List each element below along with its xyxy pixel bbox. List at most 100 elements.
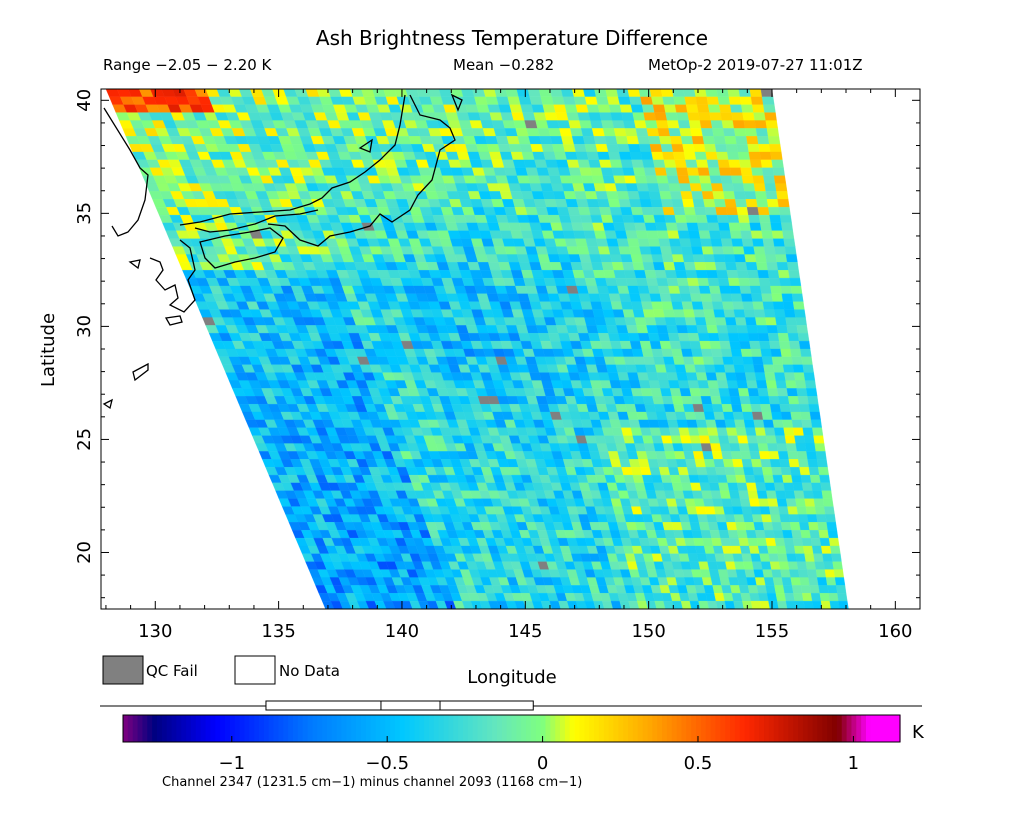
swath-cell (733, 309, 746, 318)
swath-cell (608, 333, 621, 342)
swath-cell (708, 482, 721, 491)
swath-cell (744, 372, 757, 381)
colorbar-segment (137, 715, 144, 742)
swath-cell (659, 340, 672, 350)
swath-cell (461, 88, 475, 98)
swath-cell (648, 380, 661, 389)
swath-cell (709, 530, 721, 539)
swath-cell (619, 293, 632, 302)
colorbar-segment (278, 715, 284, 742)
swath-cell (554, 151, 568, 161)
swath-cell (674, 451, 686, 460)
x-axis-ticks: 130 135 140 145 150 155 160 (105, 89, 913, 642)
swath-cell (776, 325, 789, 334)
swath-cell (697, 222, 710, 231)
swath-cell (838, 600, 849, 610)
swath-cell (750, 348, 763, 358)
swath-cell (668, 285, 681, 294)
swath-cell (602, 175, 616, 184)
swath-cell (714, 144, 728, 153)
swath-cell (743, 467, 755, 476)
swath-cell (777, 270, 790, 279)
swath-cell (752, 301, 765, 310)
swath-cell (513, 120, 527, 129)
swath-cell (557, 120, 571, 129)
swath-cell (671, 144, 685, 153)
swath-cell (700, 183, 713, 192)
colorbar-segment (477, 715, 483, 742)
colorbar-segment (356, 715, 362, 742)
swath-cell (701, 128, 714, 137)
swath-cell (524, 120, 538, 129)
swath-cell (689, 435, 702, 444)
swath-cell (814, 443, 826, 452)
swath-cell (515, 128, 529, 137)
swath-cell (761, 167, 775, 176)
swath-cell (525, 207, 539, 216)
swath-cell (679, 128, 693, 137)
swath-cell (563, 191, 577, 200)
swath-cell (802, 364, 814, 373)
swath-cell (652, 309, 665, 318)
swath-cell (581, 175, 595, 184)
colorbar-segment (895, 715, 901, 742)
colorbar-segment (613, 715, 619, 742)
swath-cell (667, 230, 680, 239)
swath-cell (739, 396, 751, 405)
swath-cell (665, 222, 679, 231)
swath-cell (773, 238, 785, 247)
swath-cell (762, 301, 775, 310)
swath-cell (733, 600, 745, 610)
colorbar-segment (307, 715, 313, 742)
swath-cell (757, 333, 770, 342)
swath-cell (796, 561, 808, 570)
swath-cell (766, 199, 779, 208)
swath-cell (696, 159, 709, 168)
swath-cell (795, 443, 807, 452)
swath-cell (688, 285, 701, 294)
swath-cell (568, 167, 582, 176)
swath-cell (573, 230, 586, 239)
swath-cell (677, 467, 689, 476)
swath-cell (635, 277, 649, 287)
coastline-kyushu (149, 239, 196, 313)
swath-cell (527, 88, 541, 98)
swath-cell (701, 301, 714, 310)
colorbar-segment (788, 715, 794, 742)
swath-cell (720, 293, 733, 302)
swath-cell (795, 553, 806, 562)
swath-cell (673, 356, 685, 365)
swath-cell (686, 419, 698, 428)
swath-cell (641, 207, 654, 216)
colorbar-segment (200, 715, 207, 742)
swath-cell (544, 199, 558, 208)
swath-cell (543, 151, 557, 161)
swath-cell (719, 285, 732, 294)
swath-cell (688, 474, 700, 484)
colorbar-segment (205, 715, 212, 742)
swath-cell (816, 459, 828, 468)
swath-cell (685, 104, 699, 113)
swath-cell (681, 348, 694, 358)
swath-cell (760, 285, 772, 294)
swath-cell (637, 238, 651, 247)
swath-cell (575, 151, 589, 161)
swath-cell (705, 553, 717, 562)
swath-cell (695, 214, 708, 224)
swath-cell (745, 199, 758, 208)
swath-cell (672, 443, 684, 452)
swath-cell (597, 246, 611, 255)
swath-cell (584, 356, 597, 365)
colorbar-segment (856, 715, 862, 742)
swath-cell (632, 396, 645, 405)
swath-cell (572, 183, 586, 192)
coastline-islands-1 (164, 315, 183, 326)
swath-cell (484, 136, 499, 145)
swath-cell (714, 262, 727, 271)
swath-cell (746, 435, 758, 444)
x-axis-label: Longitude (467, 667, 557, 688)
swath-cell (668, 380, 680, 389)
swath-cell (763, 175, 776, 184)
colorbar-segment (419, 715, 425, 742)
swath-cell (787, 506, 799, 515)
